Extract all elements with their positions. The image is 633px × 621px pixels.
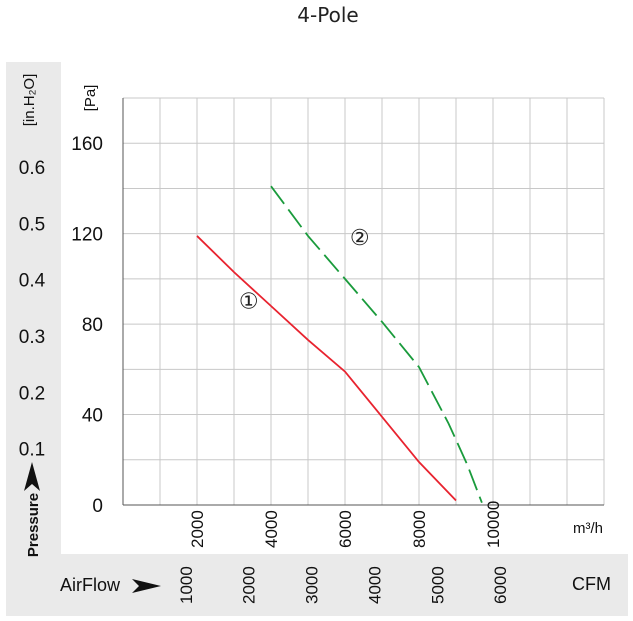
y-tick-label-pa: 40 bbox=[82, 406, 103, 427]
y-tick-label-inh2o: 0.2 bbox=[19, 383, 45, 404]
airflow-arrow-icon bbox=[132, 579, 161, 593]
x-tick-label-m3h: 6000 bbox=[336, 510, 355, 548]
x-tick-label-cfm: 2000 bbox=[240, 566, 259, 604]
y-tick-label-pa: 160 bbox=[71, 134, 103, 155]
y-tick-label-pa: 80 bbox=[82, 315, 103, 336]
x-tick-label-m3h: 2000 bbox=[188, 510, 207, 548]
x-tick-label-cfm: 4000 bbox=[365, 566, 384, 604]
x-unit-cfm: CFM bbox=[572, 574, 611, 594]
y-tick-label-inh2o: 0.3 bbox=[19, 327, 45, 348]
pressure-arrow-icon bbox=[24, 462, 40, 491]
grid bbox=[123, 97, 605, 505]
series-line-2 bbox=[270, 185, 483, 504]
series-label-2: ② bbox=[350, 226, 370, 251]
series-label-1: ① bbox=[239, 289, 259, 314]
y-tick-label-inh2o: 0.1 bbox=[19, 440, 45, 461]
x-tick-label-cfm: 3000 bbox=[303, 566, 322, 604]
x-tick-label-m3h: 10000 bbox=[484, 501, 503, 548]
x-tick-label-m3h: 8000 bbox=[410, 510, 429, 548]
tick-labels: 0 40 80 120 160 [Pa] 0.1 0.2 0.3 0.4 0.5 0.6 [in.H₂O… bbox=[19, 74, 611, 604]
airflow-axis-band bbox=[6, 554, 628, 616]
series-layer bbox=[196, 185, 483, 504]
airflow-axis-name: AirFlow bbox=[60, 575, 121, 595]
y-tick-label-inh2o: 0.6 bbox=[19, 158, 45, 179]
y-unit-inh2o: [in.H₂O] bbox=[21, 74, 38, 127]
x-tick-label-cfm: 1000 bbox=[177, 566, 196, 604]
y-tick-label-inh2o: 0.4 bbox=[19, 271, 46, 292]
y-tick-label-inh2o: 0.5 bbox=[19, 214, 45, 235]
y-unit-pa: [Pa] bbox=[82, 85, 99, 112]
y-tick-label-pa: 0 bbox=[92, 496, 103, 517]
pressure-axis-name: Pressure bbox=[25, 493, 42, 557]
y-tick-label-pa: 120 bbox=[71, 225, 103, 246]
chart-title: 4-Pole bbox=[297, 3, 358, 27]
x-tick-label-m3h: 4000 bbox=[262, 510, 281, 548]
axes bbox=[122, 98, 604, 506]
series-line-1 bbox=[196, 235, 457, 502]
x-unit-m3h: m³/h bbox=[573, 520, 603, 537]
x-tick-label-cfm: 5000 bbox=[428, 566, 447, 604]
x-tick-label-cfm: 6000 bbox=[491, 566, 510, 604]
